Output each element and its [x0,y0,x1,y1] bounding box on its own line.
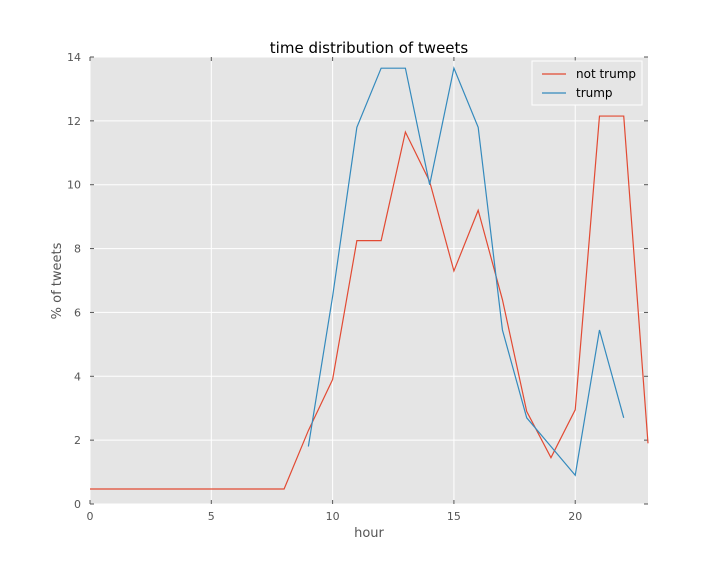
y-tick-label: 8 [74,243,81,256]
y-tick-label: 10 [67,179,81,192]
x-axis-label: hour [354,526,384,541]
y-tick-label: 2 [74,434,81,447]
x-tick-label: 0 [87,510,94,523]
x-tick-label: 10 [326,510,340,523]
series-layer [90,66,649,490]
y-tick-label: 4 [74,370,81,383]
legend: not trump trump [531,60,643,106]
x-tick-label: 20 [568,510,582,523]
chart-title: time distribution of tweets [270,39,469,57]
series-line-trump [307,66,625,477]
x-tick-labels: 0 5 10 15 20 [87,510,583,523]
x-tick-label: 15 [447,510,461,523]
series-line-not-trump [90,115,649,490]
grid-lines [89,56,648,505]
y-tick-label: 14 [67,51,81,64]
legend-label: trump [576,86,613,100]
legend-label: not trump [576,67,636,81]
y-tick-label: 12 [67,115,81,128]
y-tick-label: 0 [74,498,81,511]
y-tick-labels: 0 2 4 6 8 10 12 14 [67,51,81,511]
plot-area [90,57,648,504]
legend-box [531,60,643,106]
axis-ticks [89,56,648,505]
y-tick-label: 6 [74,306,81,319]
y-axis-label: % of tweets [50,242,65,319]
x-tick-label: 5 [208,510,215,523]
